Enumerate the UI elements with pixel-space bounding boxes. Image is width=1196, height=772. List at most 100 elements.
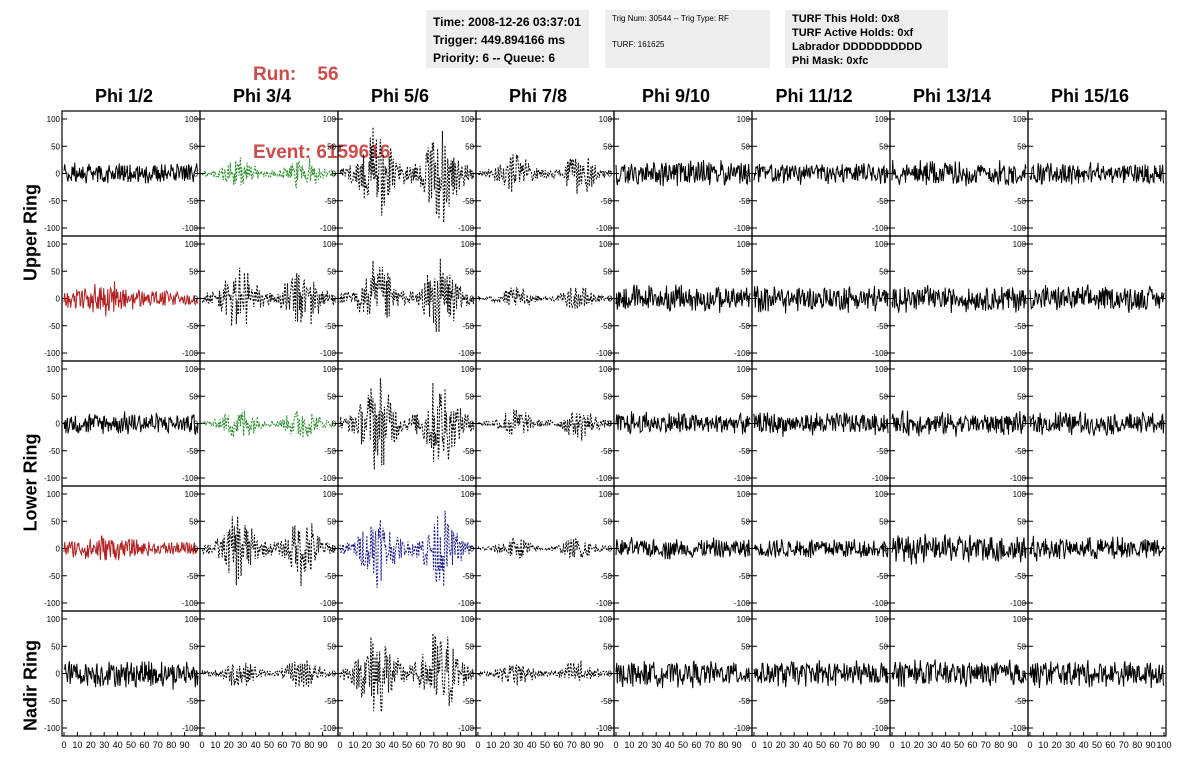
y-tick-label: 50	[327, 517, 336, 526]
waveform-trace	[753, 539, 889, 558]
x-tick-label: 0	[889, 740, 894, 750]
y-tick-label: -100	[458, 349, 475, 358]
y-tick-label: -50	[48, 197, 60, 206]
y-tick-label: -100	[1010, 724, 1027, 733]
y-tick-label: -100	[872, 474, 889, 483]
y-tick-label: -50	[1014, 447, 1026, 456]
y-tick-label: -50	[186, 447, 198, 456]
y-tick-label: 50	[1017, 517, 1026, 526]
y-tick-label: -100	[320, 724, 337, 733]
x-tick-label: 30	[789, 740, 799, 750]
y-tick-label: 100	[47, 240, 61, 249]
x-tick-label: 70	[843, 740, 853, 750]
y-tick-label: -50	[48, 322, 60, 331]
y-tick-label: -100	[734, 224, 751, 233]
y-tick-label: 100	[875, 615, 889, 624]
y-tick-label: 50	[465, 517, 474, 526]
y-tick-label: 100	[461, 115, 475, 124]
y-tick-label: 50	[51, 642, 60, 651]
x-tick-label: 0	[337, 740, 342, 750]
x-tick-label: 70	[153, 740, 163, 750]
y-tick-label: -100	[320, 599, 337, 608]
y-tick-label: -100	[734, 599, 751, 608]
y-tick-label: 100	[875, 365, 889, 374]
x-tick-label: 10	[486, 740, 496, 750]
turf-text: TURF: 161625	[612, 40, 665, 49]
x-tick-label: 10	[1038, 740, 1048, 750]
x-tick-label: 80	[718, 740, 728, 750]
x-tick-label: 70	[1119, 740, 1129, 750]
y-tick-label: -50	[600, 322, 612, 331]
waveform-trace	[63, 162, 199, 184]
column-header-phi-5-6: Phi 5/6	[370, 86, 430, 106]
x-tick-label: 30	[651, 740, 661, 750]
y-tick-label: -100	[458, 224, 475, 233]
phi-mask-text: Phi Mask: 0xfc	[792, 55, 869, 67]
y-tick-label: 0	[332, 420, 337, 429]
x-tick-label: 20	[914, 740, 924, 750]
y-tick-label: 0	[884, 420, 889, 429]
time-text: Time: 2008-12-26 03:37:01	[433, 15, 581, 29]
y-tick-label: 100	[185, 490, 199, 499]
y-tick-label: 100	[47, 490, 61, 499]
x-tick-label: 80	[994, 740, 1004, 750]
y-tick-label: -50	[876, 447, 888, 456]
y-tick-label: 0	[470, 170, 475, 179]
y-tick-label: 100	[737, 490, 751, 499]
waveform-trace	[1029, 411, 1165, 436]
y-tick-label: 50	[465, 642, 474, 651]
time-box: Time: 2008-12-26 03:37:01 Trigger: 449.8…	[426, 10, 589, 68]
waveform-trace	[201, 660, 337, 688]
x-tick-label: 50	[816, 740, 826, 750]
y-tick-label: -50	[462, 697, 474, 706]
waveform-trace	[339, 378, 475, 470]
waveform-trace	[201, 267, 337, 326]
x-tick-label: 90	[456, 740, 466, 750]
waveform-trace	[477, 408, 613, 441]
y-tick-label: 50	[1017, 267, 1026, 276]
y-tick-label: 0	[746, 170, 751, 179]
waveform-trace	[753, 285, 889, 314]
y-tick-label: 0	[884, 170, 889, 179]
y-tick-label: 50	[1017, 392, 1026, 401]
x-tick-label: 40	[1079, 740, 1089, 750]
y-tick-label: 50	[879, 642, 888, 651]
y-tick-label: 100	[185, 615, 199, 624]
turf-box: TURF This Hold: 0x8 TURF Active Holds: 0…	[785, 10, 948, 68]
x-tick-label: 20	[1052, 740, 1062, 750]
waveform-trace	[615, 537, 751, 560]
y-tick-label: -50	[600, 697, 612, 706]
x-tick-label: 20	[224, 740, 234, 750]
waveform-trace	[891, 533, 1027, 565]
y-tick-label: -50	[876, 572, 888, 581]
y-tick-label: 0	[194, 670, 199, 679]
y-tick-label: -50	[600, 447, 612, 456]
y-tick-label: 0	[746, 420, 751, 429]
y-tick-label: 100	[461, 365, 475, 374]
y-tick-label: 50	[879, 392, 888, 401]
x-tick-label: 50	[678, 740, 688, 750]
y-tick-label: 100	[1013, 490, 1027, 499]
y-tick-label: -50	[462, 447, 474, 456]
y-tick-label: 100	[875, 240, 889, 249]
y-tick-label: -50	[48, 572, 60, 581]
x-tick-label: 0	[1027, 740, 1032, 750]
column-header-phi-7-8: Phi 7/8	[508, 86, 568, 106]
y-tick-label: -100	[596, 349, 613, 358]
y-tick-label: 100	[323, 115, 337, 124]
y-tick-label: 50	[327, 642, 336, 651]
y-tick-label: 0	[746, 545, 751, 554]
x-tick-label: 40	[803, 740, 813, 750]
y-tick-label: 0	[332, 170, 337, 179]
y-tick-label: 50	[603, 392, 612, 401]
y-tick-label: -100	[596, 724, 613, 733]
y-tick-label: 50	[327, 142, 336, 151]
y-tick-label: -100	[182, 349, 199, 358]
y-tick-label: -100	[734, 724, 751, 733]
y-tick-label: -100	[872, 724, 889, 733]
y-tick-label: -100	[44, 349, 61, 358]
y-tick-label: 100	[737, 240, 751, 249]
y-tick-label: 0	[56, 420, 61, 429]
y-tick-label: -50	[48, 697, 60, 706]
